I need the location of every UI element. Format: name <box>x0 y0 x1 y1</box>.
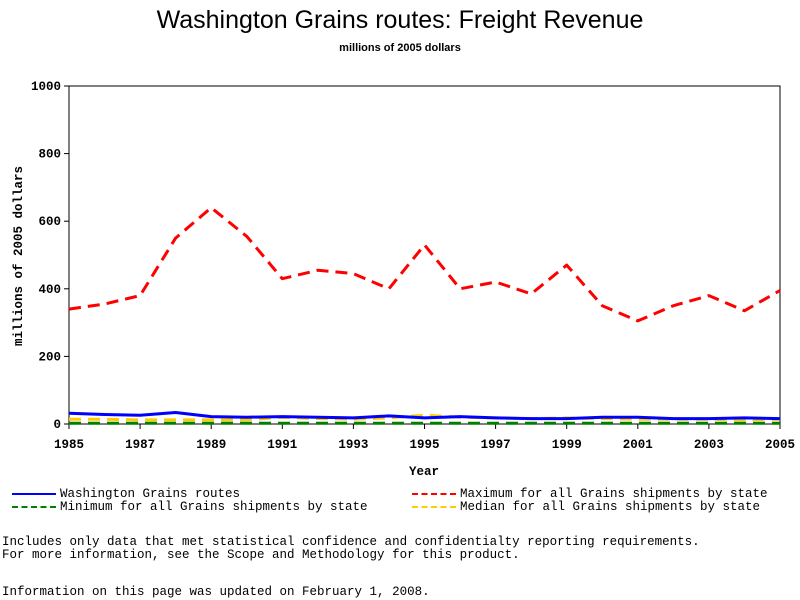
y-tick-label: 0 <box>53 418 61 432</box>
x-tick-label: 1991 <box>267 438 297 452</box>
legend-line-solid-blue <box>12 493 56 495</box>
x-tick-label: 1997 <box>481 438 511 452</box>
x-axis-label: Year <box>409 465 439 479</box>
y-tick-label: 600 <box>38 215 61 229</box>
plot-area-frame <box>68 85 781 425</box>
x-tick-label: 1985 <box>54 438 84 452</box>
legend-label-median: Median for all Grains shipments by state <box>460 500 761 514</box>
x-tick-label: 2001 <box>623 438 653 452</box>
x-tick-label: 1999 <box>552 438 582 452</box>
note-updated: Information on this page was updated on … <box>2 585 430 599</box>
legend-label-washington: Washington Grains routes <box>60 487 241 501</box>
note-methodology: For more information, see the Scope and … <box>2 548 520 562</box>
y-tick-label: 200 <box>38 350 61 364</box>
legend-label-maximum: Maximum for all Grains shipments by stat… <box>460 487 768 501</box>
chart-title: Washington Grains routes: Freight Revenu… <box>156 6 644 34</box>
series-line-1 <box>68 206 781 323</box>
series-line-0 <box>68 411 781 421</box>
chart-subtitle: millions of 2005 dollars <box>339 42 461 54</box>
y-tick-label: 1000 <box>31 80 61 94</box>
note-confidence: Includes only data that met statistical … <box>2 535 700 549</box>
legend-line-dashed-gold <box>412 506 456 508</box>
y-tick-label: 400 <box>38 283 61 297</box>
legend-line-dashed-red <box>412 493 456 495</box>
x-tick-label: 1989 <box>196 438 226 452</box>
x-tick-label: 1993 <box>338 438 368 452</box>
legend-line-dashed-green <box>12 506 56 508</box>
y-axis-label: millions of 2005 dollars <box>12 166 26 346</box>
x-tick-label: 2003 <box>694 438 724 452</box>
legend-label-minimum: Minimum for all Grains shipments by stat… <box>60 500 368 514</box>
y-tick-label: 800 <box>38 148 61 162</box>
x-tick-label: 1995 <box>409 438 439 452</box>
x-tick-label: 2005 <box>765 438 795 452</box>
x-tick-label: 1987 <box>125 438 155 452</box>
